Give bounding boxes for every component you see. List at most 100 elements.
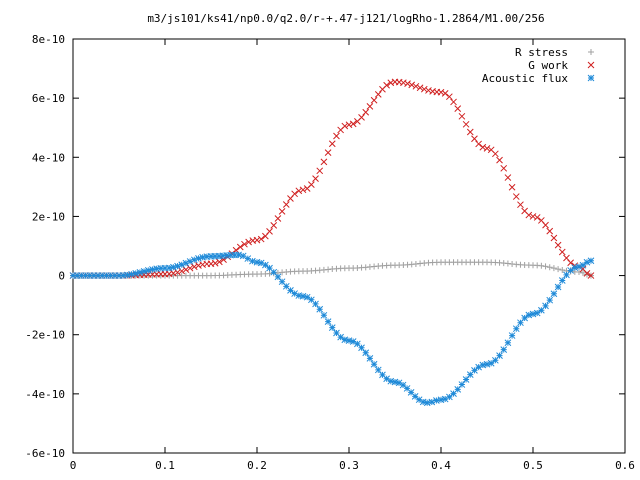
data-point: [563, 271, 570, 279]
data-point: [408, 81, 416, 89]
data-point: [195, 262, 202, 269]
data-point: [227, 251, 235, 259]
data-point: [186, 258, 194, 265]
data-point: [554, 283, 562, 291]
data-point: [492, 356, 499, 364]
data-point: [257, 259, 265, 267]
data-point: [354, 340, 361, 348]
data-point: [571, 264, 579, 272]
data-point: [295, 292, 303, 299]
data-point: [128, 270, 135, 278]
legend-marker: [588, 49, 594, 55]
data-point: [441, 90, 449, 97]
data-point: [567, 267, 574, 274]
data-point: [358, 114, 365, 121]
data-point: [266, 228, 273, 235]
data-point: [82, 272, 89, 279]
data-point: [558, 277, 566, 284]
data-point: [236, 243, 244, 251]
data-point: [308, 296, 315, 304]
data-point: [521, 314, 528, 322]
data-point: [211, 252, 219, 260]
data-point: [119, 272, 127, 279]
data-point: [320, 311, 328, 319]
data-point: [316, 305, 324, 313]
y-tick-label: 0: [58, 270, 65, 283]
data-point: [274, 273, 282, 281]
data-point: [395, 379, 403, 387]
data-point: [270, 268, 278, 276]
data-point: [583, 258, 591, 266]
data-point: [567, 259, 574, 267]
data-point: [232, 246, 240, 254]
data-point: [425, 87, 432, 94]
data-point: [370, 96, 378, 104]
data-point: [550, 265, 557, 272]
data-point: [466, 128, 474, 136]
data-point: [370, 360, 378, 368]
data-point: [182, 259, 190, 267]
data-point: [140, 267, 148, 275]
data-point: [529, 213, 537, 220]
data-point: [483, 145, 491, 152]
data-point: [299, 292, 307, 300]
axes: 0 0.1 0.2 0.3 0.4 0.5 0.6 -6e-10 -4e-10 -2e-10 0 2e…: [25, 33, 635, 472]
data-point: [423, 399, 431, 407]
legend-label: R stress: [515, 46, 568, 59]
data-point: [257, 235, 265, 243]
data-point: [170, 269, 177, 277]
plot-frame: [72, 38, 626, 454]
legend-marker: [587, 74, 595, 82]
data-point: [207, 252, 215, 260]
data-point: [404, 80, 411, 88]
data-point: [525, 311, 533, 319]
data-point: [216, 258, 223, 266]
data-point: [333, 132, 340, 140]
data-point: [450, 98, 457, 106]
y-tick-label: -2e-10: [25, 329, 65, 342]
data-point: [231, 251, 239, 259]
data-point: [73, 272, 81, 279]
data-point: [98, 272, 106, 279]
data-point: [324, 149, 332, 157]
chart-title: m3/js101/ks41/np0.0/q2.0/r-+.47-j121/log…: [147, 12, 544, 25]
series-acoustic-flux: [69, 251, 595, 407]
data-point: [379, 371, 386, 379]
data-point: [391, 378, 399, 386]
data-point: [341, 336, 349, 344]
data-point: [466, 371, 474, 379]
data-point: [437, 88, 445, 96]
data-point: [437, 396, 445, 404]
data-point: [479, 143, 487, 151]
data-point: [174, 262, 181, 270]
data-point: [471, 135, 478, 143]
data-point: [383, 375, 390, 383]
data-point: [374, 366, 382, 374]
legend-marker: [587, 61, 595, 69]
data-point: [303, 293, 311, 301]
data-point: [542, 263, 549, 270]
data-point: [157, 264, 165, 272]
data-point: [446, 393, 453, 401]
data-point: [496, 156, 503, 164]
data-point: [420, 85, 428, 93]
data-point: [366, 355, 374, 362]
x-tick-label: 0.3: [339, 459, 359, 472]
data-point: [282, 201, 290, 208]
data-point: [190, 256, 198, 264]
data-point: [583, 270, 591, 277]
data-point: [496, 352, 503, 359]
data-point: [399, 381, 407, 389]
data-point: [487, 359, 495, 367]
data-point: [542, 221, 549, 229]
data-point: [107, 272, 114, 279]
data-point: [517, 319, 524, 327]
data-point: [407, 389, 415, 396]
data-point: [153, 265, 160, 273]
data-point: [274, 215, 282, 222]
data-point: [328, 324, 336, 332]
data-point: [278, 208, 286, 215]
data-point: [253, 258, 261, 266]
y-tick-label: 2e-10: [32, 210, 65, 223]
